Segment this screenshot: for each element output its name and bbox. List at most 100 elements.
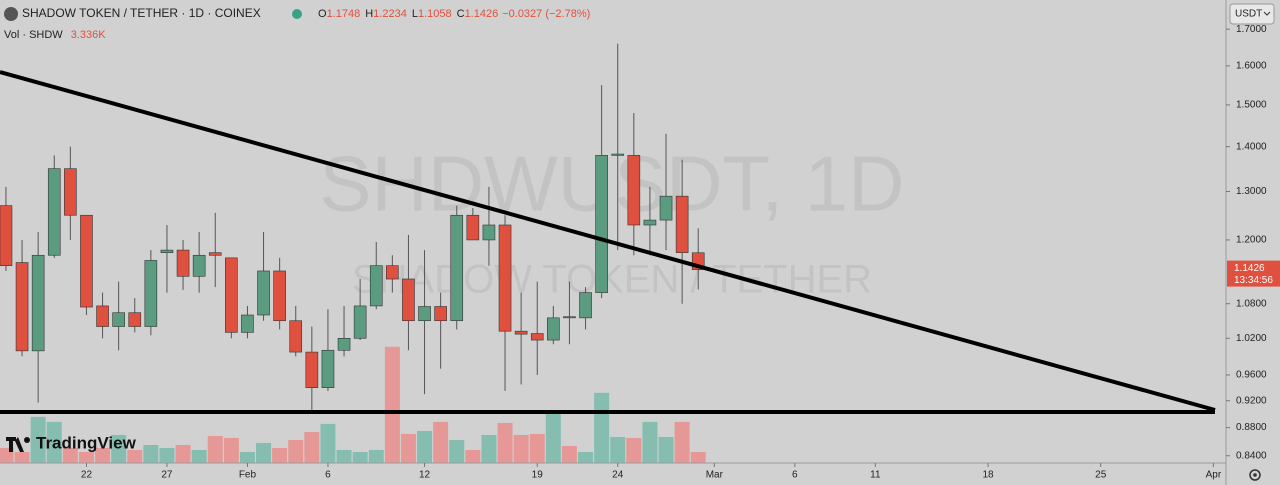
volume-bar xyxy=(561,445,577,463)
x-tick-label: 11 xyxy=(870,470,881,481)
volume-bar xyxy=(690,451,706,463)
candle-body xyxy=(563,316,576,319)
watermark: SHDWUSDT, 1D SHADOW TOKEN / TETHER xyxy=(319,140,904,302)
brand-name: TradingView xyxy=(36,433,137,452)
volume-bar xyxy=(384,346,400,463)
candle-body xyxy=(611,153,625,156)
x-tick-label: 6 xyxy=(792,470,798,481)
volume-bar xyxy=(256,442,272,463)
volume-bar xyxy=(159,447,175,463)
x-tick-label: 19 xyxy=(532,470,544,481)
candle-body xyxy=(627,155,641,226)
ohlc-label: C xyxy=(457,8,465,20)
candle-body xyxy=(450,214,464,322)
x-tick-label: Mar xyxy=(706,470,724,481)
y-tick-label: 1.0200 xyxy=(1236,333,1267,344)
candle-body xyxy=(64,168,77,216)
volume-bar xyxy=(465,449,481,463)
volume-bar xyxy=(46,421,62,463)
y-tick-label: 1.2000 xyxy=(1236,235,1267,246)
candle-body xyxy=(595,155,608,293)
gear-hub xyxy=(1253,473,1257,477)
candle-body xyxy=(337,337,351,351)
candle-body xyxy=(273,270,286,322)
trendline[interactable] xyxy=(0,70,1216,412)
candle-body xyxy=(418,306,431,322)
y-tick-label: 0.8800 xyxy=(1236,422,1267,433)
candle-body xyxy=(547,317,560,341)
volume-bar xyxy=(626,437,642,463)
volume-bar xyxy=(352,451,368,463)
volume-bar xyxy=(481,434,497,463)
candle-body xyxy=(15,262,29,352)
logo-mark xyxy=(6,437,24,452)
volume-bar xyxy=(578,451,594,463)
y-tick-label: 1.6000 xyxy=(1236,61,1267,72)
dropdown-caret xyxy=(1263,11,1271,16)
candle-body xyxy=(353,305,367,339)
symbol-icon[interactable] xyxy=(4,7,18,21)
volume-bar xyxy=(674,421,690,463)
y-tick-label: 1.4000 xyxy=(1236,141,1267,152)
candle-body xyxy=(386,265,399,280)
candle-body xyxy=(241,314,254,333)
candle-body xyxy=(434,306,447,322)
candle-body xyxy=(225,257,238,333)
volume-bar xyxy=(272,447,288,463)
x-tick-label: 12 xyxy=(419,470,431,481)
candle-body xyxy=(176,249,190,277)
volume-bar xyxy=(400,433,416,463)
candle-body xyxy=(96,305,109,327)
volume-bar xyxy=(111,434,127,463)
candle-body xyxy=(369,265,383,307)
volume-bar xyxy=(594,392,610,463)
volume-bar xyxy=(30,416,46,463)
candle-body xyxy=(257,270,270,316)
x-tick-label: 22 xyxy=(81,470,93,481)
currency-label: USDT xyxy=(1235,9,1262,20)
y-tick-label: 0.9200 xyxy=(1236,395,1267,406)
volume-bar xyxy=(207,435,223,463)
ohlc-label: H xyxy=(365,8,373,20)
candle-body xyxy=(402,278,415,322)
last-price: 1.1426 xyxy=(1234,263,1265,274)
volume-bar xyxy=(127,449,143,463)
volume-bar xyxy=(529,433,545,463)
volume-bar xyxy=(239,451,255,463)
candle-body xyxy=(466,214,480,241)
volume-bar xyxy=(304,431,320,463)
x-tick-label: 25 xyxy=(1095,470,1107,481)
y-tick-label: 0.8400 xyxy=(1236,450,1267,461)
ohlc-value: 1.1748 xyxy=(327,8,361,20)
volume-bar xyxy=(223,437,239,463)
candle-body xyxy=(482,224,496,241)
volume-bar xyxy=(449,439,465,463)
volume-bar xyxy=(78,451,94,463)
candle-body xyxy=(47,168,61,256)
ohlc-value: 1.1058 xyxy=(418,8,452,20)
y-tick-label: 1.0800 xyxy=(1236,298,1267,309)
candle-body xyxy=(643,219,657,226)
settings-icon[interactable] xyxy=(1249,469,1261,481)
symbol-title: SHADOW TOKEN / TETHER · 1D · COINEX xyxy=(22,6,261,20)
gear-ring xyxy=(1249,469,1261,481)
candle-body xyxy=(192,254,206,277)
currency-select[interactable] xyxy=(1229,3,1275,25)
candle-body xyxy=(675,195,689,253)
candles xyxy=(0,43,705,411)
visibility-toggle[interactable] xyxy=(292,9,302,19)
x-tick-label: 6 xyxy=(325,470,331,481)
x-tick-label: 18 xyxy=(982,470,994,481)
volume-bar xyxy=(95,447,111,463)
last-price-tag xyxy=(1227,260,1280,287)
candle-body xyxy=(112,312,125,327)
candle-body xyxy=(144,260,158,327)
volume-bar xyxy=(433,421,449,463)
volume-bar xyxy=(143,444,159,463)
volume-bar xyxy=(545,411,561,463)
y-tick-label: 1.3000 xyxy=(1236,186,1267,197)
candle-body xyxy=(80,214,93,308)
y-tick-label: 1.5000 xyxy=(1236,100,1267,111)
